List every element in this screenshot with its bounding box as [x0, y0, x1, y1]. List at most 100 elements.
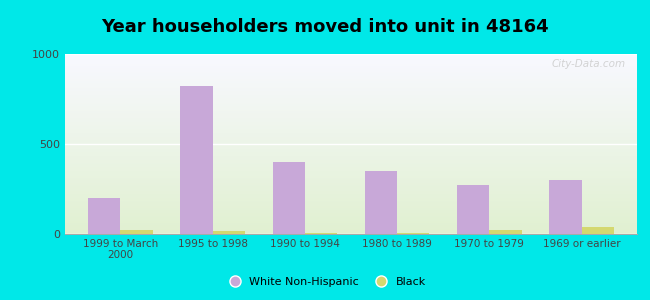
Bar [65, 136, 637, 137]
Bar [65, 72, 637, 73]
Bar [65, 218, 637, 219]
Bar [65, 146, 637, 147]
Bar [65, 63, 637, 64]
Bar [88, 198, 120, 234]
Bar [65, 225, 637, 226]
Bar [65, 79, 637, 80]
Bar [65, 94, 637, 95]
Bar [65, 121, 637, 122]
Bar [65, 165, 637, 166]
Bar [65, 86, 637, 87]
Bar [180, 86, 213, 234]
Bar [65, 193, 637, 194]
Bar [65, 75, 637, 76]
Bar [65, 175, 637, 176]
Bar [65, 153, 637, 154]
Bar [65, 148, 637, 149]
Bar [65, 81, 637, 82]
Bar [65, 56, 637, 57]
Bar [65, 159, 637, 160]
Bar [65, 182, 637, 183]
Bar [65, 106, 637, 107]
Bar [65, 70, 637, 71]
Bar [65, 64, 637, 65]
Bar [65, 156, 637, 157]
Text: Year householders moved into unit in 48164: Year householders moved into unit in 481… [101, 18, 549, 36]
Bar [65, 158, 637, 159]
Bar [65, 119, 637, 120]
Bar [65, 145, 637, 146]
Bar [65, 139, 637, 140]
Bar [65, 229, 637, 230]
Bar [65, 144, 637, 145]
Bar [65, 147, 637, 148]
Bar [65, 67, 637, 68]
Bar [65, 83, 637, 84]
Bar [65, 181, 637, 182]
Bar [65, 116, 637, 117]
Bar [65, 85, 637, 86]
Bar [489, 230, 522, 234]
Bar [65, 167, 637, 168]
Bar [65, 85, 637, 86]
Bar [65, 82, 637, 83]
Bar [65, 143, 637, 144]
Bar [65, 219, 637, 220]
Bar [65, 114, 637, 115]
Bar [65, 76, 637, 77]
Bar [65, 95, 637, 96]
Bar [65, 230, 637, 231]
Bar [65, 105, 637, 106]
Bar [65, 200, 637, 201]
Bar [65, 178, 637, 179]
Bar [65, 197, 637, 198]
Bar [65, 160, 637, 161]
Bar [65, 130, 637, 131]
Bar [65, 100, 637, 101]
Bar [65, 224, 637, 225]
Bar [65, 102, 637, 103]
Bar [65, 184, 637, 185]
Bar [65, 195, 637, 196]
Bar [65, 74, 637, 75]
Bar [65, 101, 637, 102]
Bar [65, 226, 637, 227]
Bar [65, 66, 637, 67]
Bar [65, 111, 637, 112]
Bar [65, 71, 637, 72]
Bar [120, 230, 153, 234]
Bar [65, 126, 637, 127]
Bar [65, 205, 637, 206]
Bar [65, 124, 637, 125]
Bar [65, 223, 637, 224]
Bar [65, 99, 637, 100]
Bar [65, 149, 637, 150]
Bar [65, 125, 637, 126]
Bar [65, 163, 637, 164]
Bar [65, 187, 637, 188]
Bar [65, 168, 637, 169]
Bar [65, 57, 637, 58]
Bar [65, 131, 637, 132]
Bar [65, 221, 637, 222]
Bar [65, 164, 637, 165]
Bar [65, 207, 637, 208]
Bar [65, 88, 637, 89]
Bar [65, 141, 637, 142]
Bar [65, 60, 637, 61]
Bar [65, 127, 637, 128]
Bar [65, 107, 637, 108]
Bar [65, 198, 637, 199]
Bar [65, 190, 637, 191]
Bar [65, 176, 637, 177]
Bar [65, 210, 637, 211]
Bar [365, 171, 397, 234]
Bar [65, 104, 637, 105]
Bar [65, 93, 637, 94]
Bar [65, 113, 637, 114]
Bar [65, 117, 637, 118]
Bar [65, 209, 637, 210]
Bar [65, 155, 637, 156]
Bar [65, 123, 637, 124]
Bar [549, 180, 582, 234]
